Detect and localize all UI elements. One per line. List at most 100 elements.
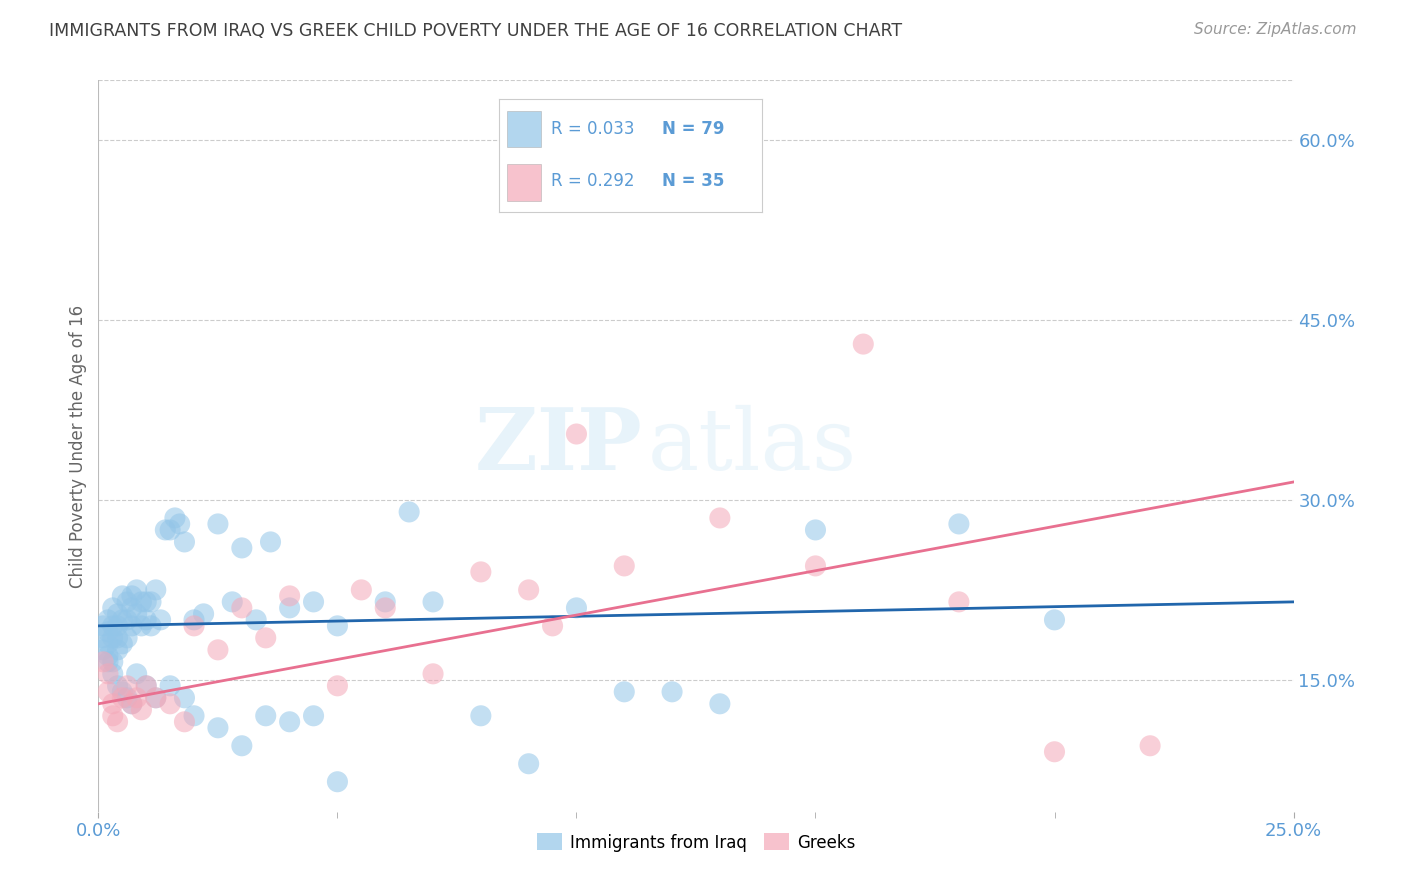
Point <box>207 721 229 735</box>
Point <box>326 679 349 693</box>
Point <box>1043 613 1066 627</box>
Point <box>115 613 138 627</box>
Point <box>107 643 129 657</box>
Point <box>107 714 129 729</box>
Point <box>517 756 540 771</box>
Point <box>97 666 120 681</box>
Point <box>259 535 281 549</box>
Point <box>97 637 120 651</box>
Point <box>173 690 195 705</box>
Text: ZIP: ZIP <box>474 404 643 488</box>
Point <box>709 697 731 711</box>
Point <box>101 619 124 633</box>
Point <box>254 708 277 723</box>
Point <box>852 337 875 351</box>
Point <box>145 582 167 597</box>
Point <box>121 600 143 615</box>
Point <box>302 595 325 609</box>
Point <box>97 624 120 639</box>
Point <box>121 697 143 711</box>
Point <box>125 690 148 705</box>
Point <box>661 685 683 699</box>
Point <box>470 708 492 723</box>
Point <box>1043 745 1066 759</box>
Point <box>374 600 396 615</box>
Point <box>231 739 253 753</box>
Point <box>422 666 444 681</box>
Point <box>231 541 253 555</box>
Point <box>173 535 195 549</box>
Point <box>107 631 129 645</box>
Point <box>97 685 120 699</box>
Point <box>422 595 444 609</box>
Point <box>169 516 191 531</box>
Point <box>804 558 827 573</box>
Point <box>221 595 243 609</box>
Point <box>107 619 129 633</box>
Point <box>101 631 124 645</box>
Point <box>111 685 134 699</box>
Point <box>125 582 148 597</box>
Point <box>125 666 148 681</box>
Point <box>115 595 138 609</box>
Point <box>278 589 301 603</box>
Point <box>231 600 253 615</box>
Point <box>135 679 157 693</box>
Point <box>254 631 277 645</box>
Point <box>107 679 129 693</box>
Point <box>125 607 148 621</box>
Point <box>121 589 143 603</box>
Point <box>517 582 540 597</box>
Text: atlas: atlas <box>648 404 858 488</box>
Point <box>183 708 205 723</box>
Point <box>111 690 134 705</box>
Point <box>207 643 229 657</box>
Point <box>613 685 636 699</box>
Point <box>326 774 349 789</box>
Point <box>97 613 120 627</box>
Point <box>91 631 114 645</box>
Text: IMMIGRANTS FROM IRAQ VS GREEK CHILD POVERTY UNDER THE AGE OF 16 CORRELATION CHAR: IMMIGRANTS FROM IRAQ VS GREEK CHILD POVE… <box>49 22 903 40</box>
Point <box>101 666 124 681</box>
Point <box>101 655 124 669</box>
Point <box>207 516 229 531</box>
Point <box>101 708 124 723</box>
Point <box>135 613 157 627</box>
Point <box>183 619 205 633</box>
Text: Source: ZipAtlas.com: Source: ZipAtlas.com <box>1194 22 1357 37</box>
Point <box>278 600 301 615</box>
Point <box>97 648 120 663</box>
Y-axis label: Child Poverty Under the Age of 16: Child Poverty Under the Age of 16 <box>69 304 87 588</box>
Point <box>115 631 138 645</box>
Point <box>115 679 138 693</box>
Point <box>135 679 157 693</box>
Point <box>709 511 731 525</box>
Point <box>302 708 325 723</box>
Point <box>111 589 134 603</box>
Point <box>948 595 970 609</box>
Point <box>173 714 195 729</box>
Point <box>97 655 120 669</box>
Point <box>135 595 157 609</box>
Point <box>159 697 181 711</box>
Point <box>139 619 162 633</box>
Point <box>91 655 114 669</box>
Point <box>101 697 124 711</box>
Point <box>183 613 205 627</box>
Point <box>139 595 162 609</box>
Point <box>565 427 588 442</box>
Point <box>145 690 167 705</box>
Point <box>326 619 349 633</box>
Point <box>91 619 114 633</box>
Point <box>948 516 970 531</box>
Point <box>111 613 134 627</box>
Point <box>131 595 153 609</box>
Point <box>470 565 492 579</box>
Point <box>131 619 153 633</box>
Point <box>350 582 373 597</box>
Point <box>115 690 138 705</box>
Point <box>111 637 134 651</box>
Point <box>398 505 420 519</box>
Point <box>155 523 177 537</box>
Point <box>541 619 564 633</box>
